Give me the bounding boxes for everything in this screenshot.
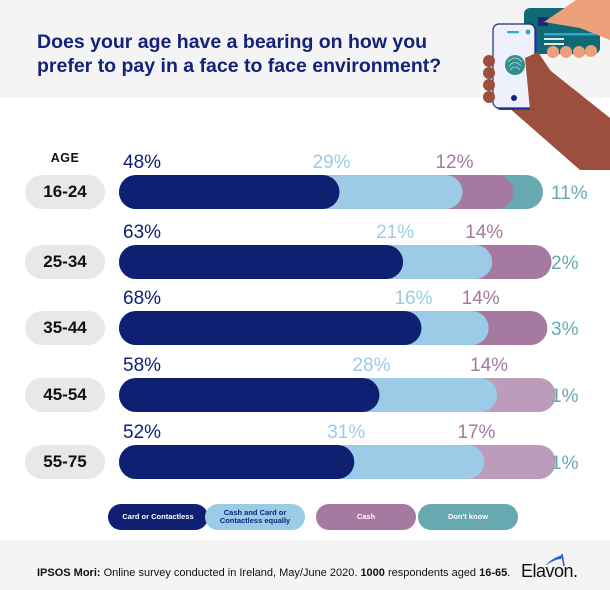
- legend-item-dont-know: Don't know: [418, 504, 518, 530]
- age-group-label: 35-44: [25, 311, 105, 345]
- data-label-cash: 17%: [457, 422, 495, 443]
- data-label-card: 48%: [123, 152, 161, 173]
- data-label-card: 58%: [123, 355, 161, 376]
- chart-legend: Card or Contactless Cash and Card or Con…: [0, 504, 610, 530]
- data-label-both: 16%: [394, 288, 432, 309]
- legend-item-cash: Cash: [316, 504, 416, 530]
- respondent-count: 1000: [360, 567, 385, 579]
- data-label-dont-know: 3%: [551, 319, 579, 340]
- data-label-dont-know: 11%: [551, 183, 588, 204]
- source-note: IPSOS Mori: Online survey conducted in I…: [37, 567, 510, 579]
- bar-segment-card: [119, 311, 422, 345]
- age-group-label: 25-34: [25, 245, 105, 279]
- data-label-cash: 14%: [470, 355, 508, 376]
- age-axis-label: AGE: [50, 151, 80, 165]
- legend-label: Cash and Card or: [223, 507, 287, 517]
- bar-segment-card: [119, 378, 380, 412]
- data-label-dont-know: 1%: [551, 453, 579, 474]
- legend-label: Card or Contactless: [122, 511, 194, 521]
- legend-item-cash-and-card: Cash and Card or Contactless equally: [205, 504, 305, 530]
- age-group-label: 45-54: [25, 378, 105, 412]
- data-label-card: 68%: [123, 288, 161, 309]
- data-label-cash: 14%: [465, 222, 503, 243]
- legend-label: Contactless equally: [219, 516, 291, 525]
- bar-segment-card: [119, 175, 340, 209]
- legend-label: Cash: [356, 511, 376, 521]
- legend-item-card-or-contactless: Card or Contactless: [108, 504, 208, 530]
- data-label-both: 28%: [352, 355, 390, 376]
- source-name: IPSOS Mori:: [37, 567, 101, 579]
- logo-swoosh-icon: [545, 553, 565, 567]
- data-label-cash: 12%: [435, 152, 473, 173]
- age-group-label: 16-24: [25, 175, 105, 209]
- bar-segment-card: [119, 445, 355, 479]
- data-label-both: 31%: [327, 422, 365, 443]
- source-text: Online survey conducted in Ireland, May/…: [100, 567, 361, 579]
- stacked-bar-chart: 48% 29% 12% 11% 63% 21% 14% 2% 68% 16% 14% 3% 58% 28%…: [119, 152, 588, 479]
- data-label-cash: 14%: [462, 288, 500, 309]
- data-label-both: 29%: [313, 152, 351, 173]
- payment-illustration-icon: [483, 0, 610, 170]
- chart-title: Does your age have a bearing on how you …: [37, 31, 442, 77]
- data-label-card: 63%: [123, 222, 161, 243]
- age-range: 16-65: [479, 567, 508, 579]
- data-label-dont-know: 1%: [551, 386, 579, 407]
- source-text: respondents aged: [384, 567, 480, 579]
- footer-band: [0, 540, 610, 590]
- data-label-card: 52%: [123, 422, 161, 443]
- bar-segment-card: [119, 245, 404, 279]
- age-group-label: 55-75: [25, 445, 105, 479]
- source-text: .: [507, 567, 511, 579]
- logo-text: Elavon.: [521, 561, 578, 581]
- data-label-both: 21%: [376, 222, 414, 243]
- elavon-logo: Elavon.: [521, 553, 581, 583]
- data-label-dont-know: 2%: [551, 253, 579, 274]
- legend-label: Don't know: [447, 511, 489, 521]
